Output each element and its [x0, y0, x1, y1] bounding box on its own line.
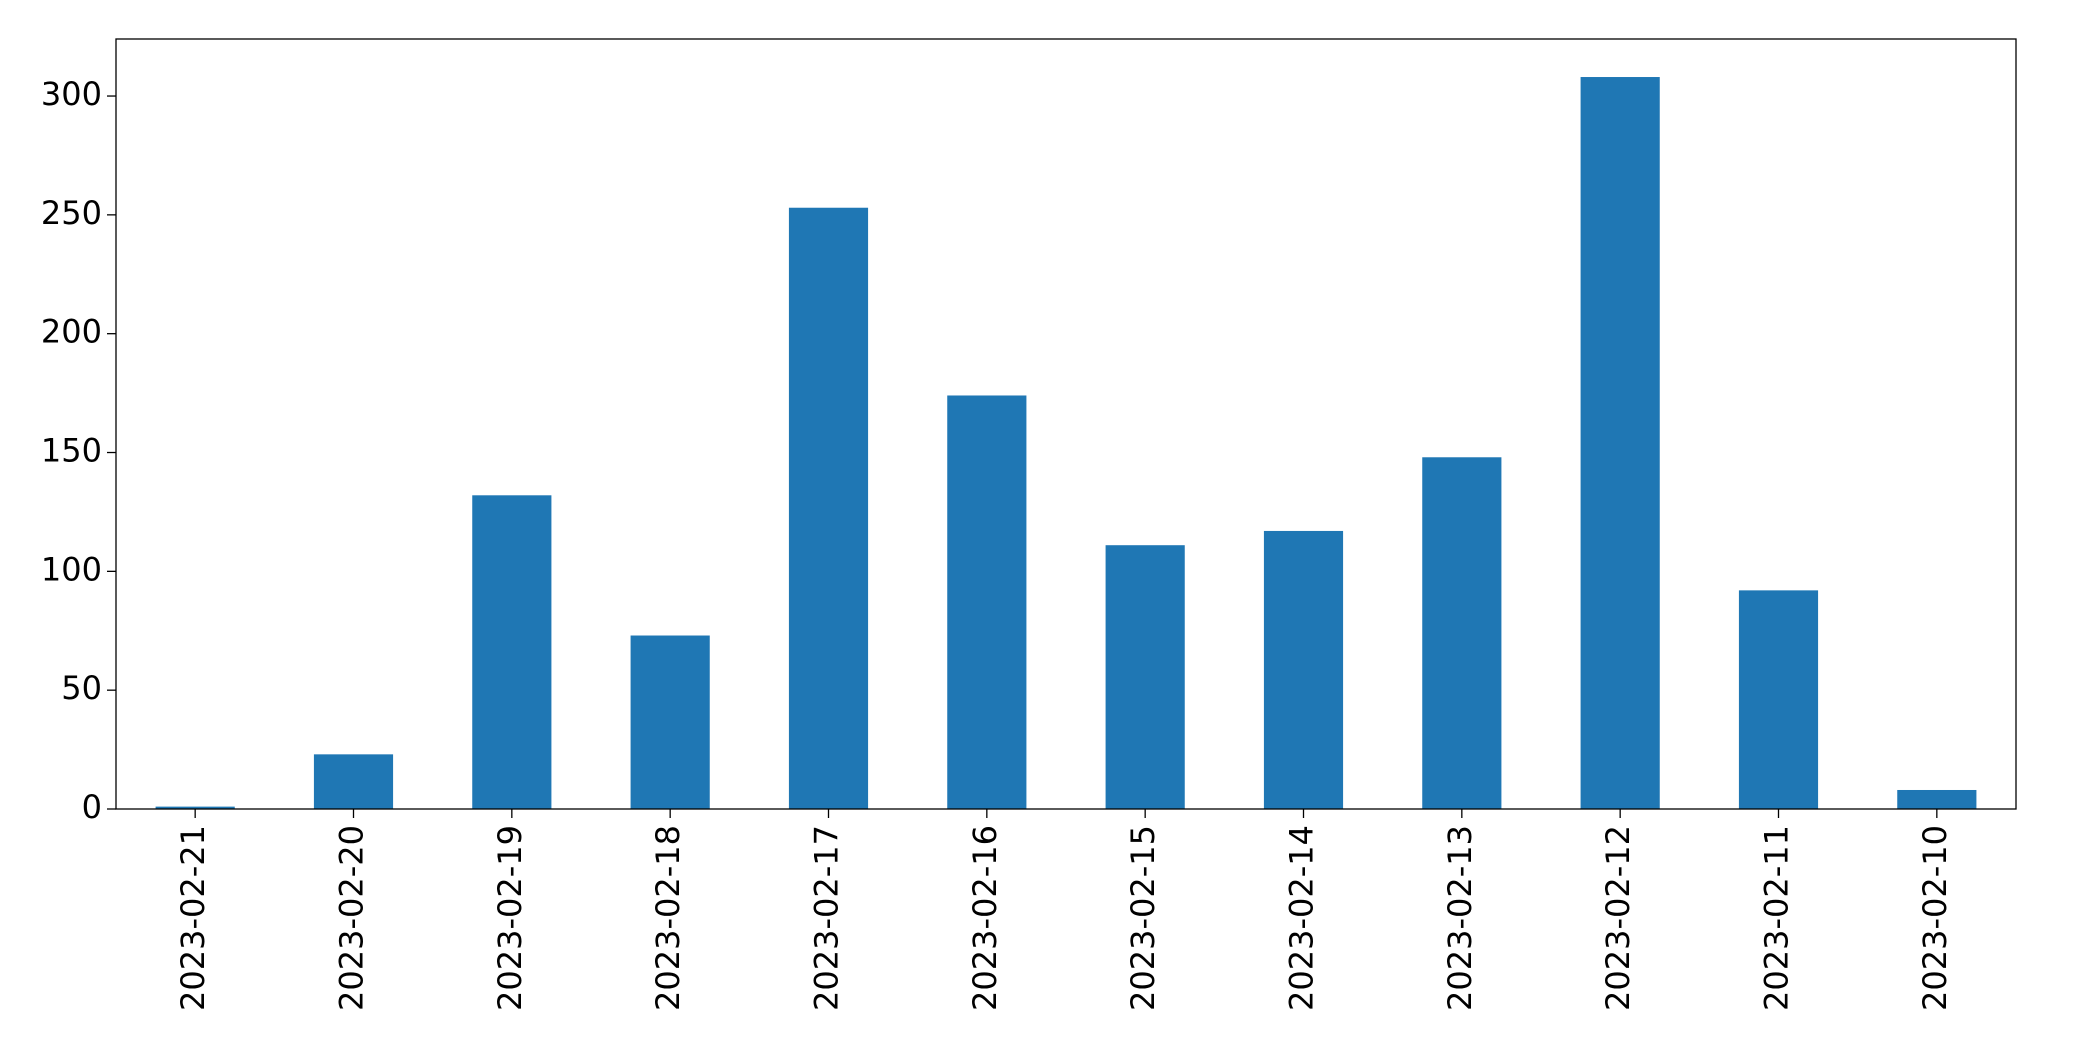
bar — [1263, 530, 1344, 809]
y-tick-label: 50 — [61, 669, 102, 707]
x-tick-label: 2023-02-10 — [1916, 825, 1954, 1011]
x-tick-label: 2023-02-11 — [1758, 825, 1796, 1011]
x-tick-label: 2023-02-15 — [1124, 825, 1162, 1011]
x-tick-label: 2023-02-18 — [649, 825, 687, 1011]
x-tick-label: 2023-02-19 — [491, 825, 529, 1011]
bar — [947, 395, 1027, 809]
x-tick-label: 2023-02-21 — [174, 825, 212, 1011]
y-tick-label: 0 — [82, 788, 102, 826]
x-tick-label: 2023-02-16 — [966, 825, 1004, 1011]
bar — [1580, 77, 1660, 810]
plot-frame — [115, 38, 2017, 810]
bar — [1422, 457, 1502, 809]
y-tick-label: 100 — [41, 550, 102, 588]
bar — [1738, 590, 1819, 809]
y-tick-label: 300 — [41, 75, 102, 113]
bar — [1897, 789, 1977, 809]
bar — [1105, 545, 1185, 809]
x-tick-label: 2023-02-17 — [808, 825, 846, 1011]
y-tick-label: 150 — [41, 432, 102, 470]
bar — [313, 754, 394, 809]
x-tick-label: 2023-02-20 — [333, 825, 371, 1011]
y-tick-label: 200 — [41, 313, 102, 351]
bar — [788, 207, 869, 810]
bar — [472, 495, 552, 809]
bar — [155, 806, 235, 809]
x-tick-label: 2023-02-12 — [1599, 825, 1637, 1011]
x-tick-label: 2023-02-14 — [1283, 825, 1321, 1011]
bar — [630, 635, 710, 809]
x-tick-label: 2023-02-13 — [1441, 825, 1479, 1011]
y-tick-label: 250 — [41, 194, 102, 232]
